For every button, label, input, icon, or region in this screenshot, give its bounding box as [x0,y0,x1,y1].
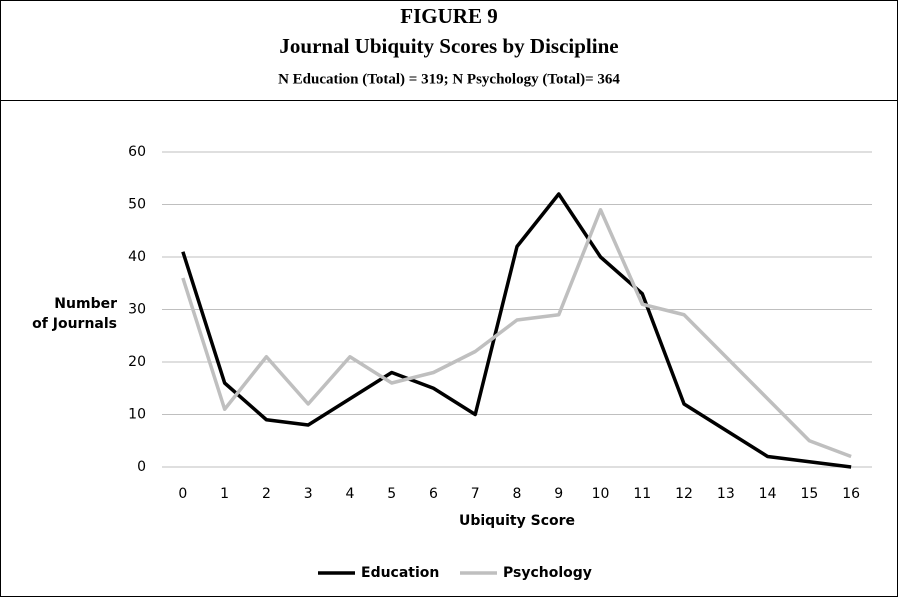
x-tick-label: 12 [675,486,693,502]
x-tick-label: 15 [800,486,818,502]
x-tick-label: 4 [345,486,354,502]
data-line [181,192,852,469]
x-axis-label: Ubiquity Score [459,513,575,529]
legend-label: Education [361,565,439,581]
x-tick-label: 0 [178,486,187,502]
x-tick-label: 1 [220,486,229,502]
y-tick-label: 20 [128,354,146,370]
y-tick-label: 50 [128,197,146,213]
x-tick-label: 7 [471,486,480,502]
chart-title: FIGURE 9 [400,4,497,28]
x-tick-label: 8 [513,486,522,502]
x-tick-label: 11 [633,486,651,502]
chart-subtitle: Journal Ubiquity Scores by Discipline [279,34,618,58]
chart-note: N Education (Total) = 319; N Psychology … [278,71,620,87]
x-tick-label: 16 [842,486,860,502]
legend-label: Psychology [503,565,592,581]
x-tick-label: 6 [429,486,438,502]
y-tick-label: 0 [137,459,146,475]
x-tick-label: 2 [262,486,271,502]
x-tick-label: 14 [759,486,777,502]
y-tick-label: 60 [128,144,146,160]
y-tick-label: 10 [128,407,146,423]
x-tick-label: 3 [304,486,313,502]
y-tick-label: 30 [128,302,146,318]
x-tick-label: 5 [387,486,396,502]
y-axis-label: Number [54,296,117,312]
x-tick-label: 9 [554,486,563,502]
x-tick-label: 10 [592,486,610,502]
y-tick-label: 40 [128,249,146,265]
data-line [181,208,852,459]
y-axis-label: of Journals [32,316,117,332]
x-tick-label: 13 [717,486,735,502]
